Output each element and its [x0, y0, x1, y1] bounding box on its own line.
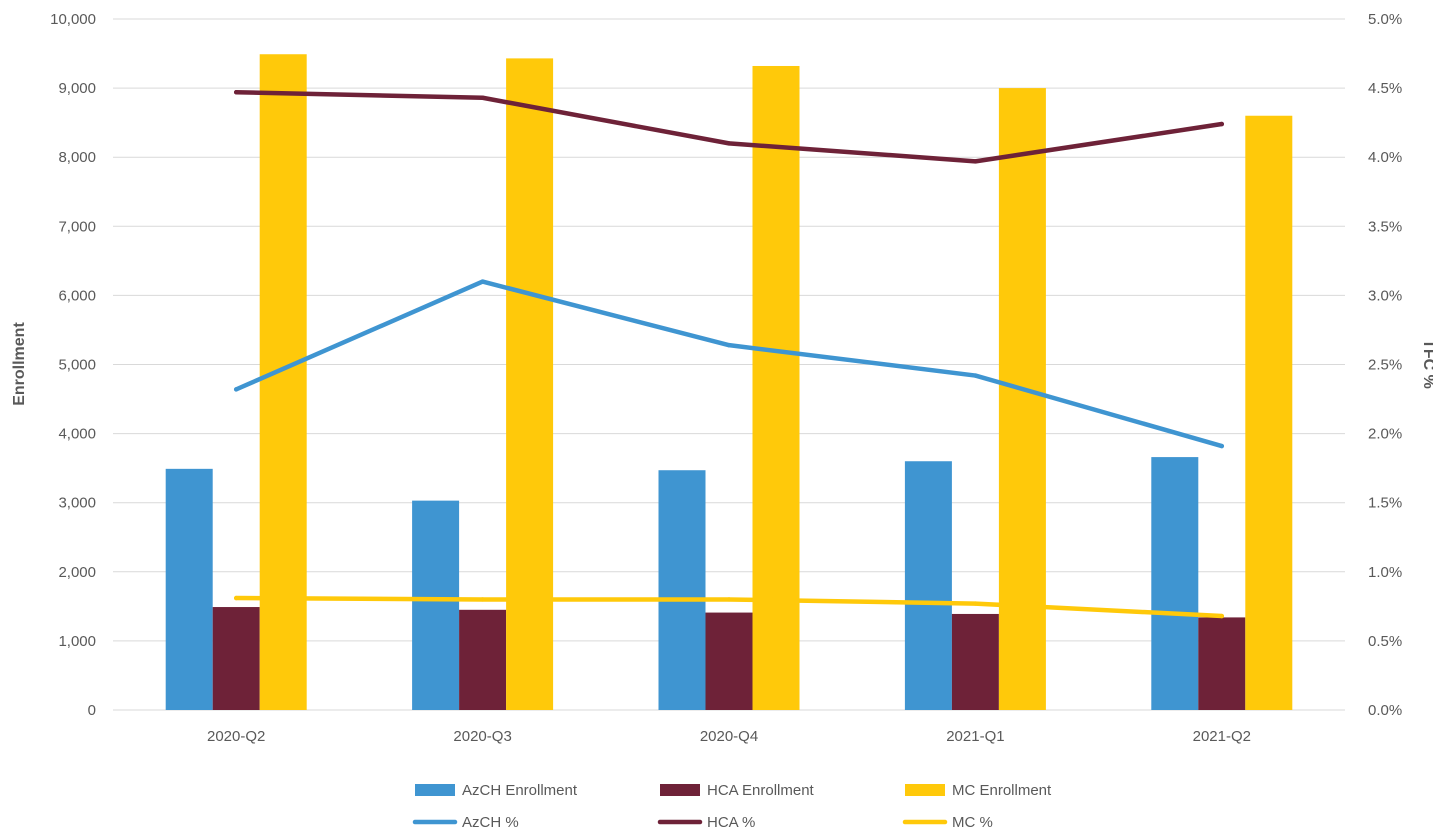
- bar: [998, 88, 1046, 711]
- legend-label: AzCH %: [462, 814, 519, 829]
- line-series: [233, 89, 1225, 619]
- line-point: [234, 387, 239, 392]
- legend-swatch: [415, 784, 455, 796]
- line-point: [726, 342, 732, 348]
- line-point: [973, 601, 978, 606]
- y2-tick-label: 5.0%: [1368, 11, 1402, 28]
- line-point: [973, 159, 978, 164]
- y-tick-label: 6,000: [58, 287, 96, 304]
- y2-tick-label: 3.5%: [1368, 218, 1402, 235]
- bar: [259, 54, 307, 710]
- bar: [212, 607, 260, 710]
- line-point: [480, 95, 485, 100]
- bar: [1245, 115, 1293, 711]
- line-point: [234, 595, 239, 601]
- bar: [506, 58, 554, 710]
- bar: [951, 613, 999, 710]
- bar: [1198, 617, 1246, 710]
- x-tick-label: 2020-Q4: [700, 728, 758, 745]
- y2-tick-label: 0.5%: [1368, 633, 1402, 650]
- bar: [412, 500, 460, 710]
- y2-tick-label: 2.5%: [1368, 357, 1402, 374]
- line-point: [726, 597, 732, 602]
- legend-label: MC Enrollment: [952, 782, 1052, 799]
- y-tick-label: 2,000: [58, 564, 96, 581]
- line-point: [1219, 443, 1225, 449]
- gridlines: [113, 18, 1345, 711]
- line-point: [480, 279, 485, 284]
- y-tick-label: 9,000: [58, 80, 96, 97]
- y2-tick-label: 2.0%: [1368, 426, 1402, 443]
- right-axis-tick-labels: 0.0% 0.5% 1.0% 1.5% 2.0% 2.5% 3.0% 3.5% 4.0% 4.5%…: [1368, 11, 1402, 719]
- line-point: [973, 373, 978, 378]
- y-tick-label: 8,000: [58, 149, 96, 166]
- legend-swatch: [905, 784, 945, 796]
- line-point: [1219, 613, 1225, 619]
- y-tick-label: 3,000: [58, 495, 96, 512]
- y2-tick-label: 4.5%: [1368, 80, 1402, 97]
- bar: [165, 468, 213, 710]
- legend-swatch: [660, 784, 700, 796]
- bar: [459, 609, 507, 710]
- y-tick-label: 5,000: [58, 357, 96, 374]
- y-tick-label: 1,000: [58, 633, 96, 650]
- y2-tick-label: 4.0%: [1368, 149, 1402, 166]
- y2-tick-label: 3.0%: [1368, 287, 1402, 304]
- y-tick-label: 0: [88, 702, 96, 719]
- line-point: [1219, 121, 1225, 127]
- bar: [752, 65, 800, 711]
- y-tick-label: 7,000: [58, 218, 96, 235]
- y-tick-label: 10,000: [50, 11, 96, 28]
- y2-tick-label: 0.0%: [1368, 702, 1402, 719]
- line-point: [726, 141, 732, 146]
- y2-tick-label: 1.0%: [1368, 564, 1402, 581]
- legend-label: MC %: [952, 814, 993, 829]
- legend: AzCH Enrollment HCA Enrollment MC Enrollme…: [412, 782, 1052, 829]
- bar: [658, 470, 706, 710]
- x-tick-label: 2021-Q2: [1193, 728, 1251, 745]
- bar: [904, 461, 952, 710]
- y-tick-label: 4,000: [58, 426, 96, 443]
- legend-label: HCA Enrollment: [707, 782, 815, 799]
- x-tick-label: 2020-Q2: [207, 728, 265, 745]
- series-line: [233, 279, 1225, 449]
- line-point: [480, 597, 485, 602]
- y2-tick-label: 1.5%: [1368, 495, 1402, 512]
- y2-axis-title: TFC %: [1420, 339, 1433, 389]
- category-axis-labels: 2020-Q2 2020-Q3 2020-Q4 2021-Q1 2021-Q2: [207, 728, 1251, 745]
- line-point: [234, 90, 239, 95]
- bar: [1151, 457, 1199, 710]
- legend-label: HCA %: [707, 814, 755, 829]
- legend-label: AzCH Enrollment: [462, 782, 578, 799]
- left-axis-tick-labels: 0 1,000 2,000 3,000 4,000 5,000 6,000 7,000 8,00…: [50, 11, 96, 719]
- series-line: [233, 89, 1225, 164]
- y-axis-title: Enrollment: [11, 322, 28, 406]
- x-tick-label: 2021-Q1: [946, 728, 1004, 745]
- bar: [705, 612, 753, 710]
- x-tick-label: 2020-Q3: [453, 728, 511, 745]
